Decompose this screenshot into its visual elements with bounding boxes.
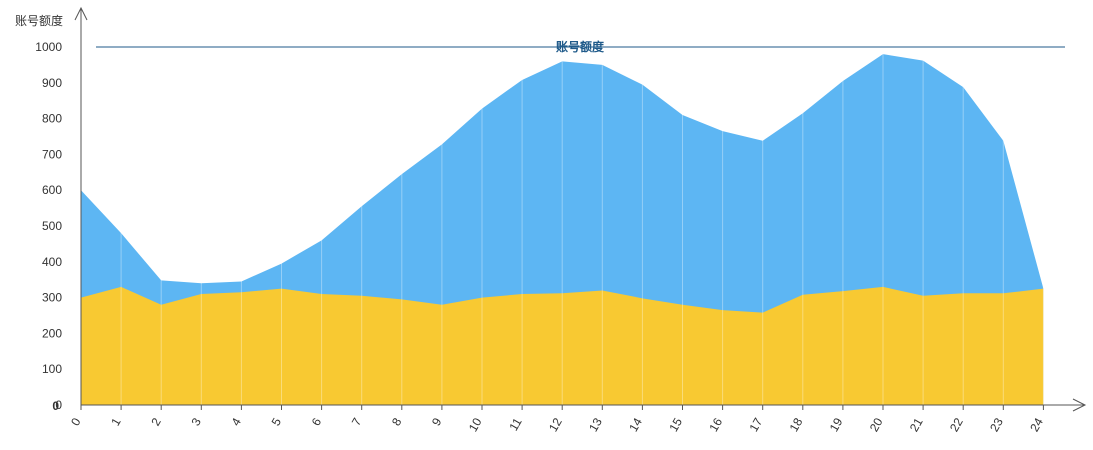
- x-tick-label: 3: [188, 415, 204, 428]
- reference-line-group: 账号额度: [96, 39, 1065, 54]
- x-tick-label: 2: [148, 415, 164, 428]
- x-tick-label: 18: [787, 415, 806, 434]
- reference-line-label: 账号额度: [556, 39, 605, 54]
- y-tick-label: 800: [42, 112, 62, 126]
- x-origin-label: 0: [52, 399, 59, 413]
- y-tick-label: 500: [42, 219, 62, 233]
- axes: [74, 6, 1087, 412]
- x-tick-label: 7: [349, 415, 365, 428]
- x-tick-label: 19: [827, 415, 846, 434]
- x-tick-label: 16: [706, 415, 725, 434]
- x-tick-label: 23: [987, 415, 1006, 434]
- y-axis-title: 账号额度: [15, 13, 63, 28]
- y-tick-label: 300: [42, 291, 62, 305]
- x-tick-label: 12: [546, 415, 565, 434]
- y-tick-label: 200: [42, 326, 62, 340]
- x-tick-label: 13: [586, 415, 605, 434]
- x-tick-label: 6: [309, 415, 325, 428]
- y-tick-label: 400: [42, 255, 62, 269]
- series-areas: [81, 54, 1044, 405]
- x-tick-label: 24: [1027, 415, 1046, 434]
- x-tick-label: 21: [907, 415, 926, 434]
- x-tick-label: 17: [746, 415, 765, 434]
- x-tick-labels: 0 1 2 3 4 5 6 7 8 9 10 11 12 13 14 15 16 17 18 19 20 21 22 23 24: [68, 405, 1046, 434]
- series-area-1: [81, 286, 1044, 405]
- x-tick-label: 10: [466, 415, 485, 434]
- x-tick-label: 8: [389, 415, 405, 428]
- x-tick-label: 14: [626, 415, 645, 434]
- x-tick-label: 1: [108, 415, 124, 428]
- y-tick-label: 1000: [35, 40, 62, 54]
- x-tick-label: 0: [68, 415, 84, 428]
- x-axis-arrow-icon: [1072, 398, 1087, 412]
- x-tick-label: 11: [506, 415, 525, 433]
- vertical-grid: [120, 47, 1044, 405]
- x-tick-label: 5: [269, 415, 285, 428]
- x-tick-label: 20: [867, 415, 886, 434]
- y-tick-label: 700: [42, 147, 62, 161]
- x-tick-label: 15: [666, 415, 685, 434]
- y-tick-label: 0: [55, 398, 62, 412]
- y-tick-label: 100: [42, 362, 62, 376]
- y-tick-label: 900: [42, 76, 62, 90]
- x-tick-label: 22: [947, 415, 966, 434]
- y-tick-label: 600: [42, 183, 62, 197]
- y-axis-arrow-icon: [74, 6, 88, 21]
- x-tick-label: 4: [229, 415, 245, 428]
- x-tick-label: 9: [429, 415, 445, 428]
